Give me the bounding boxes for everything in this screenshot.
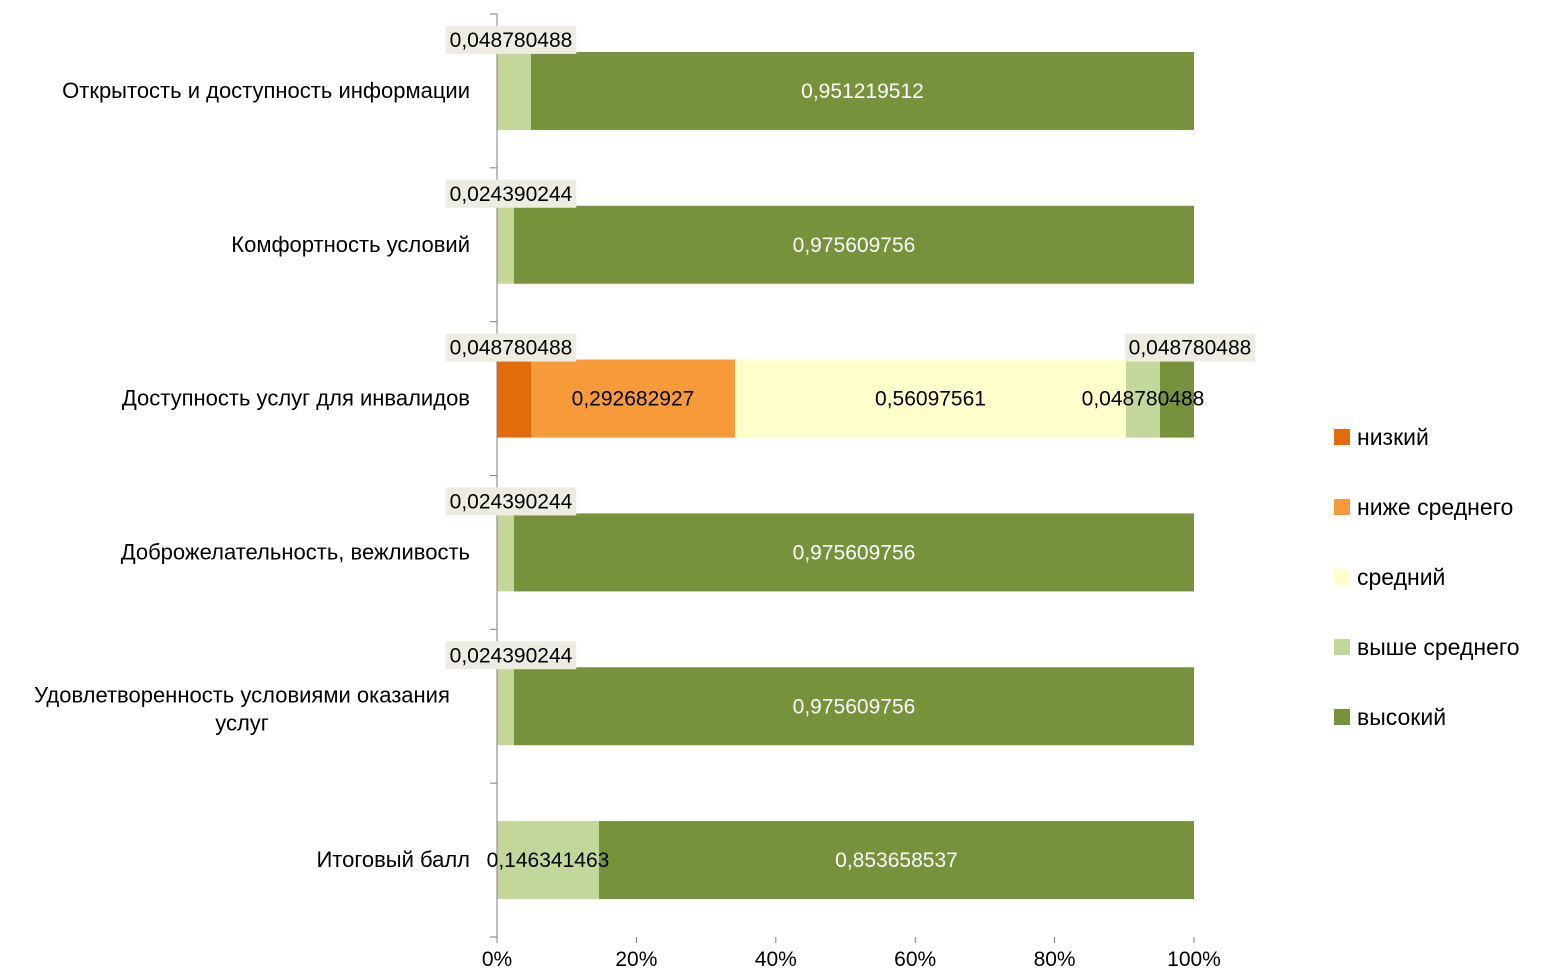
bar-segment — [531, 51, 1194, 130]
legend-label: высокий — [1357, 704, 1446, 730]
data-label: 0,024390244 — [450, 490, 573, 513]
category-label: Доброжелательность, вежливость — [121, 539, 470, 564]
data-label: 0,048780488 — [1129, 337, 1252, 360]
data-label-box — [445, 487, 577, 516]
data-label-box — [445, 641, 577, 670]
legend-label: низкий — [1357, 424, 1429, 450]
legend-swatch — [1334, 569, 1350, 585]
bar-segment — [497, 513, 514, 592]
legend-swatch — [1334, 499, 1350, 515]
bar-segment — [599, 821, 1194, 900]
bar-segment — [514, 513, 1194, 592]
bar-segment — [531, 359, 735, 438]
x-tick-label: 60% — [894, 948, 936, 971]
data-label: 0,024390244 — [450, 644, 573, 667]
bar-segment — [735, 359, 1126, 438]
data-label: 0,048780488 — [1082, 388, 1205, 411]
x-tick-label: 100% — [1167, 948, 1221, 971]
category-label: Доступность услуг для инвалидов — [122, 386, 470, 411]
bar-segment — [497, 359, 531, 438]
x-tick-label: 0% — [482, 948, 512, 971]
bar-segment — [1126, 359, 1160, 438]
bar-segment — [497, 51, 531, 130]
legend-swatch — [1334, 639, 1350, 655]
data-label: 0,853658537 — [835, 849, 958, 872]
category-label: Итоговый балл — [316, 847, 470, 872]
data-label-box — [1124, 333, 1256, 362]
category-label: Открытость и доступность информации — [62, 78, 470, 103]
data-label: 0,146341463 — [487, 849, 610, 872]
data-label: 0,048780488 — [450, 29, 573, 52]
data-label: 0,975609756 — [793, 234, 916, 257]
bar-segment — [514, 667, 1194, 746]
data-label-box — [445, 333, 577, 362]
bar-segment — [497, 667, 514, 746]
legend-label: ниже среднего — [1357, 494, 1513, 520]
category-label: Удовлетворенность условиями оказания услу… — [34, 682, 450, 735]
x-tick-label: 40% — [755, 948, 797, 971]
data-label: 0,292682927 — [572, 388, 695, 411]
bar-segment — [1160, 359, 1194, 438]
bar-segment — [497, 821, 599, 900]
data-label-box — [445, 25, 577, 54]
legend-swatch — [1334, 429, 1350, 445]
bar-segment — [514, 205, 1194, 284]
data-label: 0,975609756 — [793, 695, 916, 718]
data-label: 0,56097561 — [875, 388, 986, 411]
x-tick-label: 20% — [615, 948, 657, 971]
legend-label: выше среднего — [1357, 634, 1520, 660]
data-label: 0,048780488 — [450, 337, 573, 360]
legend-label: средний — [1357, 564, 1445, 590]
data-label: 0,975609756 — [793, 541, 916, 564]
bar-segment — [497, 205, 514, 284]
x-tick-label: 80% — [1034, 948, 1076, 971]
category-label: Комфортность условий — [231, 232, 470, 257]
data-label: 0,951219512 — [801, 80, 924, 103]
legend-swatch — [1334, 709, 1350, 725]
data-label: 0,024390244 — [450, 183, 573, 206]
data-label-box — [445, 179, 577, 208]
